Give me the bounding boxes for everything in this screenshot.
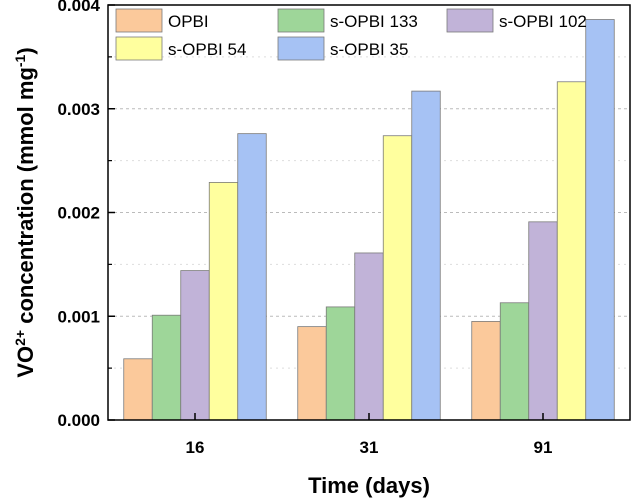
x-tick-label: 31	[360, 438, 379, 457]
legend-swatch	[277, 36, 325, 61]
y-axis-title-end: )	[13, 47, 38, 54]
x-axis-title: Time (days)	[308, 473, 430, 498]
x-axis: 16 31 91	[186, 413, 553, 457]
y-axis-title-sup2: -1	[12, 54, 28, 67]
y-axis-title-sup: 2+	[12, 330, 28, 346]
bar	[471, 321, 501, 421]
y-axis-title-mid: concentration (mmol mg	[13, 67, 38, 330]
bar	[411, 90, 441, 421]
y-axis-title: VO2+ concentration (mmol mg-1)	[12, 47, 38, 377]
y-tick-label: 0.000	[57, 411, 100, 430]
bar	[499, 302, 530, 421]
bar	[354, 252, 384, 421]
bar	[297, 326, 327, 421]
bar	[325, 306, 356, 421]
y-tick-label: 0.002	[57, 204, 100, 223]
legend-swatch	[277, 8, 325, 33]
legend-swatch	[446, 8, 494, 33]
legend-label: s-OPBI 54	[168, 40, 246, 59]
bar	[528, 221, 558, 421]
bar	[556, 81, 587, 421]
y-tick-label: 0.004	[57, 0, 100, 15]
bar	[151, 314, 182, 421]
bar	[237, 133, 267, 421]
x-tick-label: 91	[534, 438, 553, 457]
legend-swatch	[115, 36, 163, 61]
legend-label: OPBI	[168, 12, 209, 31]
y-tick-label: 0.003	[57, 100, 100, 119]
bar	[585, 19, 615, 421]
legend: OPBI s-OPBI 133 s-OPBI 102 s-OPBI 54 s-OPBI …	[115, 8, 587, 61]
y-axis-title-base: VO	[13, 346, 38, 378]
y-axis: 0.000 0.001 0.002 0.003 0.004	[57, 0, 115, 430]
legend-label: s-OPBI 102	[499, 12, 587, 31]
bar	[382, 135, 413, 421]
y-tick-label: 0.001	[57, 307, 100, 326]
bars	[123, 19, 615, 421]
legend-label: s-OPBI 35	[330, 40, 408, 59]
legend-label: s-OPBI 133	[330, 12, 418, 31]
bar	[123, 358, 153, 421]
bar	[180, 270, 210, 421]
x-tick-label: 16	[186, 438, 205, 457]
legend-swatch	[115, 8, 163, 33]
bar	[208, 182, 239, 421]
